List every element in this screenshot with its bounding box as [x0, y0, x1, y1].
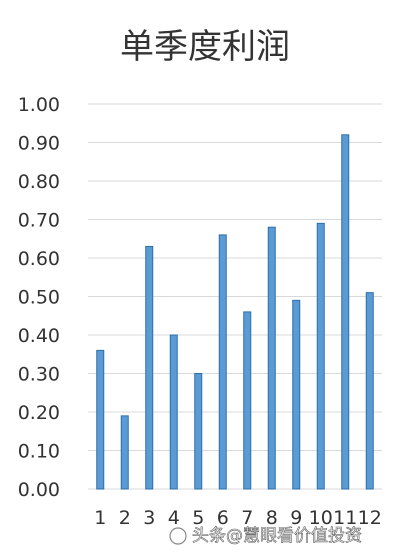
y-tick-label: 0.30 — [18, 364, 60, 386]
y-tick-label: 0.90 — [18, 133, 60, 155]
x-tick-label: 3 — [143, 507, 155, 529]
chart-title: 单季度利润 — [120, 27, 290, 67]
grid-lines — [88, 103, 382, 490]
x-axis-tick-labels: 1 2 3 4 5 6 7 8 9 10 11 12 — [94, 507, 382, 529]
bar — [365, 292, 374, 490]
y-tick-label: 0.70 — [18, 210, 60, 232]
x-tick-label: 7 — [241, 507, 253, 529]
bar — [341, 134, 350, 490]
x-tick-label: 1 — [94, 507, 106, 529]
bar — [243, 311, 252, 490]
y-tick-label: 0.60 — [18, 248, 60, 270]
y-tick-label: 1.00 — [18, 94, 60, 116]
x-tick-label: 11 — [333, 507, 357, 529]
y-tick-label: 0.50 — [18, 287, 60, 309]
x-tick-label: 4 — [168, 507, 180, 529]
x-tick-label: 5 — [192, 507, 204, 529]
bar — [120, 415, 129, 490]
bar — [316, 222, 325, 490]
bar — [292, 299, 301, 490]
x-tick-label: 8 — [266, 507, 278, 529]
x-tick-label: 10 — [309, 507, 333, 529]
y-tick-label: 0.20 — [18, 402, 60, 424]
x-tick-label: 12 — [358, 507, 382, 529]
x-tick-label: 9 — [290, 507, 302, 529]
bar — [169, 334, 178, 490]
watermark: 头条@慧眼看价值投资 — [169, 526, 362, 546]
bar — [96, 349, 105, 490]
y-tick-label: 0.80 — [18, 171, 60, 193]
y-tick-label: 0.40 — [18, 325, 60, 347]
y-tick-label: 0.00 — [18, 479, 60, 501]
y-tick-label: 0.10 — [18, 441, 60, 463]
bar — [267, 226, 276, 490]
bar — [194, 373, 203, 490]
x-tick-label: 6 — [217, 507, 229, 529]
bars — [96, 134, 374, 490]
watermark-text: 头条@慧眼看价值投资 — [192, 526, 362, 546]
x-tick-label: 2 — [119, 507, 131, 529]
bar — [145, 245, 154, 490]
bar — [218, 234, 227, 490]
y-axis-tick-labels: 0.00 0.10 0.20 0.30 0.40 0.50 0.60 0.70 0.80 0.90… — [18, 94, 60, 501]
